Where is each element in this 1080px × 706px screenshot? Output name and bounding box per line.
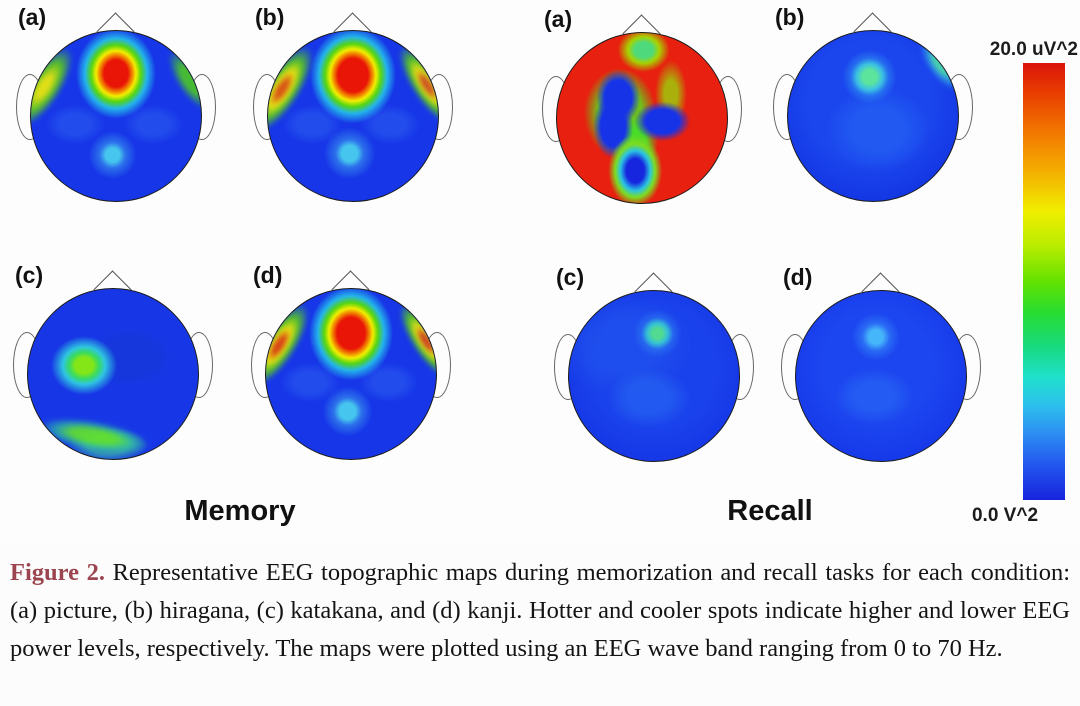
panel-memory-c: (c) [3,258,223,498]
scalp-topography-recall-a [556,32,728,204]
panel-label: (b) [255,4,285,30]
scalp-topography-memory-c [27,288,199,460]
figure-caption-body: Representative EEG topographic maps duri… [10,559,1070,662]
scalp-topography-recall-d [795,290,967,462]
figure-caption: Figure 2. Representative EEG topographic… [0,545,1080,668]
head-map [16,12,216,208]
colorbar-max-label: 20.0 uV^2 [989,39,1078,60]
panel-label: (a) [18,4,47,30]
panel-recall-c: (c) [544,260,764,500]
head-map [781,272,981,468]
scalp-topography-recall-b [787,30,959,202]
head-map [773,12,973,208]
panel-recall-b: (b) [763,0,983,240]
figure-caption-tag: Figure 2. [10,559,105,586]
panel-label: (a) [544,6,573,32]
panel-label: (b) [775,4,805,30]
scalp-topography-memory-d [265,288,437,460]
panel-label: (c) [15,262,44,288]
eeg-figure-area: (a) (b) (c) (d) (a) (b) (c) (d) Memory Recall 2… [0,0,1080,545]
panel-memory-a: (a) [6,0,226,240]
head-map [251,270,451,466]
head-map [542,14,742,210]
colorbar-min-label: 0.0 V^2 [971,505,1039,526]
panel-recall-d: (d) [771,260,991,500]
panel-label: (d) [253,262,283,288]
head-map [13,270,213,466]
group-label-memory: Memory [184,495,296,527]
head-map [554,272,754,468]
panel-recall-a: (a) [532,2,752,242]
scalp-topography-memory-b [267,30,439,202]
panel-label: (c) [556,264,585,290]
scalp-topography-memory-a [30,30,202,202]
group-label-recall: Recall [727,495,813,527]
panel-memory-d: (d) [241,258,461,498]
head-map [253,12,453,208]
colorbar-gradient [1023,63,1065,500]
panel-memory-b: (b) [243,0,463,240]
panel-label: (d) [783,264,813,290]
scalp-topography-recall-c [568,290,740,462]
